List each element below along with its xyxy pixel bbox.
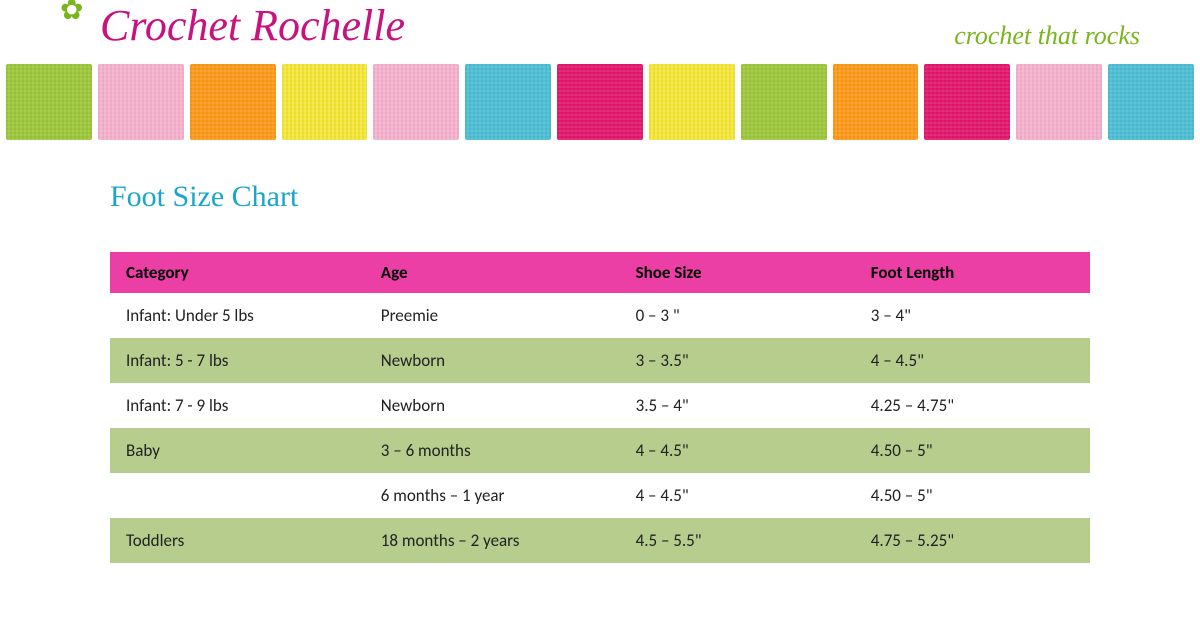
- swatch-6: [557, 64, 643, 140]
- table-cell: 18 months – 2 years: [365, 518, 620, 563]
- table-header-row: CategoryAgeShoe SizeFoot Length: [110, 252, 1090, 293]
- table-row: Infant: Under 5 lbsPreemie0 – 3 "3 – 4": [110, 293, 1090, 338]
- table-cell: Newborn: [365, 338, 620, 383]
- swatch-9: [833, 64, 919, 140]
- table-cell: [110, 473, 365, 518]
- table-cell: Baby: [110, 428, 365, 473]
- col-header: Foot Length: [855, 252, 1090, 293]
- tagline: crochet that rocks: [954, 21, 1170, 51]
- table-cell: 4 – 4.5": [855, 338, 1090, 383]
- table-cell: 6 months – 1 year: [365, 473, 620, 518]
- table-row: 6 months – 1 year4 – 4.5"4.50 – 5": [110, 473, 1090, 518]
- table-body: Infant: Under 5 lbsPreemie0 – 3 "3 – 4"I…: [110, 293, 1090, 563]
- table-cell: 4.25 – 4.75": [855, 383, 1090, 428]
- table-cell: Infant: 7 - 9 lbs: [110, 383, 365, 428]
- col-header: Shoe Size: [620, 252, 855, 293]
- table-cell: 4.50 – 5": [855, 473, 1090, 518]
- table-cell: 4 – 4.5": [620, 473, 855, 518]
- table-row: Baby3 – 6 months4 – 4.5"4.50 – 5": [110, 428, 1090, 473]
- col-header: Category: [110, 252, 365, 293]
- swatch-2: [190, 64, 276, 140]
- chart-title: Foot Size Chart: [110, 180, 1090, 214]
- table-cell: 3.5 – 4": [620, 383, 855, 428]
- table-cell: 4.50 – 5": [855, 428, 1090, 473]
- table-row: Toddlers18 months – 2 years4.5 – 5.5"4.7…: [110, 518, 1090, 563]
- table-cell: 0 – 3 ": [620, 293, 855, 338]
- table-cell: Newborn: [365, 383, 620, 428]
- table-cell: 3 – 3.5": [620, 338, 855, 383]
- site-title: Crochet Rochelle: [100, 0, 405, 51]
- site-header: Crochet Rochelle crochet that rocks: [0, 0, 1200, 56]
- swatch-5: [465, 64, 551, 140]
- swatch-11: [1016, 64, 1102, 140]
- table-row: Infant: 7 - 9 lbsNewborn3.5 – 4"4.25 – 4…: [110, 383, 1090, 428]
- table-cell: 4 – 4.5": [620, 428, 855, 473]
- foot-size-table: CategoryAgeShoe SizeFoot Length Infant: …: [110, 252, 1090, 563]
- swatch-0: [6, 64, 92, 140]
- table-cell: 4.5 – 5.5": [620, 518, 855, 563]
- swatch-7: [649, 64, 735, 140]
- table-row: Infant: 5 - 7 lbsNewborn3 – 3.5"4 – 4.5": [110, 338, 1090, 383]
- swatch-4: [373, 64, 459, 140]
- swatch-3: [282, 64, 368, 140]
- col-header: Age: [365, 252, 620, 293]
- flower-icon: ✿: [60, 0, 83, 27]
- content-area: Foot Size Chart CategoryAgeShoe SizeFoot…: [0, 140, 1200, 563]
- table-cell: 4.75 – 5.25": [855, 518, 1090, 563]
- swatch-1: [98, 64, 184, 140]
- table-cell: 3 – 6 months: [365, 428, 620, 473]
- swatch-8: [741, 64, 827, 140]
- swatch-12: [1108, 64, 1194, 140]
- table-cell: Preemie: [365, 293, 620, 338]
- table-cell: 3 – 4": [855, 293, 1090, 338]
- table-cell: Infant: Under 5 lbs: [110, 293, 365, 338]
- table-cell: Infant: 5 - 7 lbs: [110, 338, 365, 383]
- color-swatch-strip: [0, 64, 1200, 140]
- table-cell: Toddlers: [110, 518, 365, 563]
- swatch-10: [924, 64, 1010, 140]
